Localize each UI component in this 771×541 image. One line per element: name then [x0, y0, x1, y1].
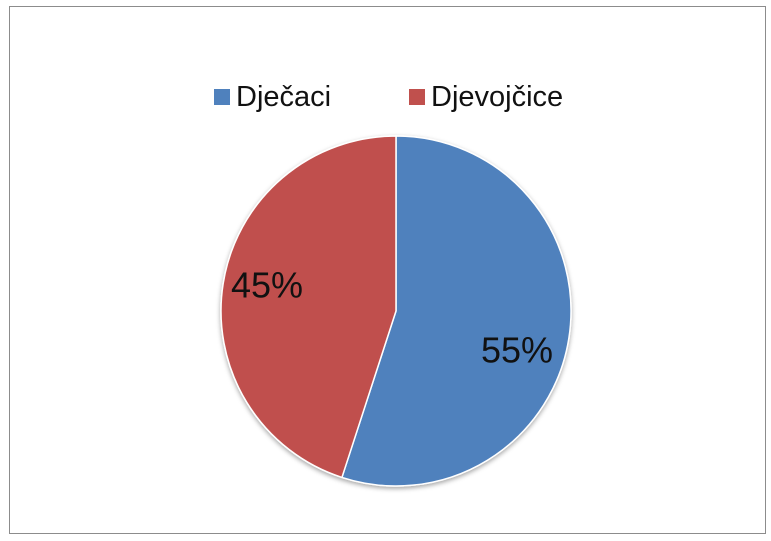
- pie-slice-djevojcice[interactable]: [220, 135, 397, 479]
- legend-swatch-djevojcice: [409, 89, 425, 105]
- legend-item-djecaci: Dječaci: [214, 77, 331, 117]
- legend-label-djevojcice: Djevojčice: [431, 80, 564, 113]
- legend-item-djevojcice: Djevojčice: [409, 77, 563, 117]
- data-label-djevojcice: 45%: [231, 265, 303, 306]
- legend: Dječaci Djevojčice: [0, 77, 771, 117]
- pie-slices: [220, 135, 572, 487]
- pie-slice-djecaci[interactable]: [340, 135, 572, 487]
- data-label-djecaci: 55%: [481, 330, 553, 371]
- legend-swatch-djecaci: [214, 89, 230, 105]
- legend-label-djecaci: Dječaci: [236, 80, 332, 113]
